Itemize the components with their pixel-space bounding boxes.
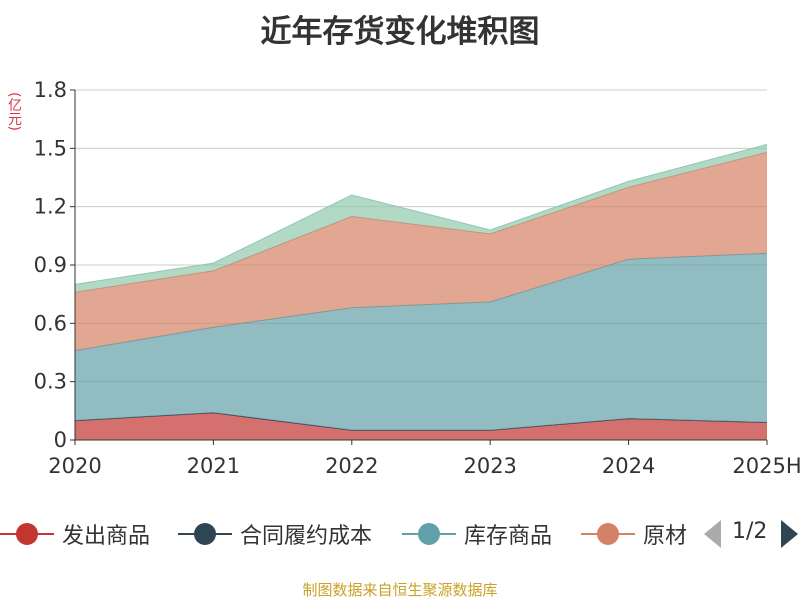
y-tick-label: 0 xyxy=(54,428,67,452)
y-tick-label: 1.2 xyxy=(34,195,67,219)
legend-marker-dot xyxy=(597,523,619,545)
legend-item[interactable]: 库存商品 xyxy=(402,512,552,556)
legend-item[interactable]: 合同履约成本 xyxy=(178,512,372,556)
legend-item-label: 发出商品 xyxy=(62,524,151,549)
legend-item-label: 原材 xyxy=(643,524,688,549)
x-tick-label: 2023 xyxy=(463,454,516,478)
legend-item[interactable]: 发出商品 xyxy=(0,512,150,556)
legend-item-label: 合同履约成本 xyxy=(240,524,373,549)
series-line-unnamed xyxy=(74,143,768,285)
legend-page-indicator: 1/2 xyxy=(732,519,768,544)
legend-item-label: 库存商品 xyxy=(464,524,553,549)
y-tick-label: 0.6 xyxy=(34,311,67,335)
area-series-库存商品 xyxy=(75,253,767,431)
legend-item[interactable]: 原材 xyxy=(581,512,687,556)
x-tick-label: 2022 xyxy=(325,454,378,478)
legend-marker-icon xyxy=(0,512,54,556)
x-tick-label: 2024 xyxy=(602,454,655,478)
axes: 0 0.3 0.6 0.9 1.2 1.5 1.8 2020 2021 2022 2023 2024 2… xyxy=(34,78,800,478)
legend: 发出商品 合同履约成本 库存商品 原材 xyxy=(0,512,700,556)
legend-next-page-icon[interactable] xyxy=(781,520,798,548)
x-tick-label: 2021 xyxy=(187,454,240,478)
legend-marker-dot xyxy=(418,523,440,545)
legend-marker-icon xyxy=(178,512,232,556)
source-note: 制图数据来自恒生聚源数据库 xyxy=(302,581,498,599)
legend-marker-dot xyxy=(16,523,38,545)
y-axis-unit-label: (亿元) xyxy=(6,92,22,131)
y-tick-label: 1.5 xyxy=(34,136,67,160)
area-series-发出商品 xyxy=(75,412,767,440)
legend-marker-icon xyxy=(581,512,635,556)
y-tick-label: 0.3 xyxy=(34,370,67,394)
legend-prev-page-icon[interactable] xyxy=(704,520,721,548)
y-tick-label: 1.8 xyxy=(34,78,67,102)
area-series xyxy=(74,143,768,440)
legend-marker-dot xyxy=(194,523,216,545)
legend-pager: 1/2 xyxy=(700,512,800,556)
area-series-unnamed xyxy=(75,144,767,293)
area-series-原材料 xyxy=(75,152,767,351)
x-tick-label: 2025H xyxy=(732,454,800,478)
y-tick-label: 0.9 xyxy=(34,253,67,277)
chart-title: 近年存货变化堆积图 xyxy=(260,14,540,50)
legend-marker-icon xyxy=(402,512,456,556)
x-tick-label: 2020 xyxy=(48,454,101,478)
